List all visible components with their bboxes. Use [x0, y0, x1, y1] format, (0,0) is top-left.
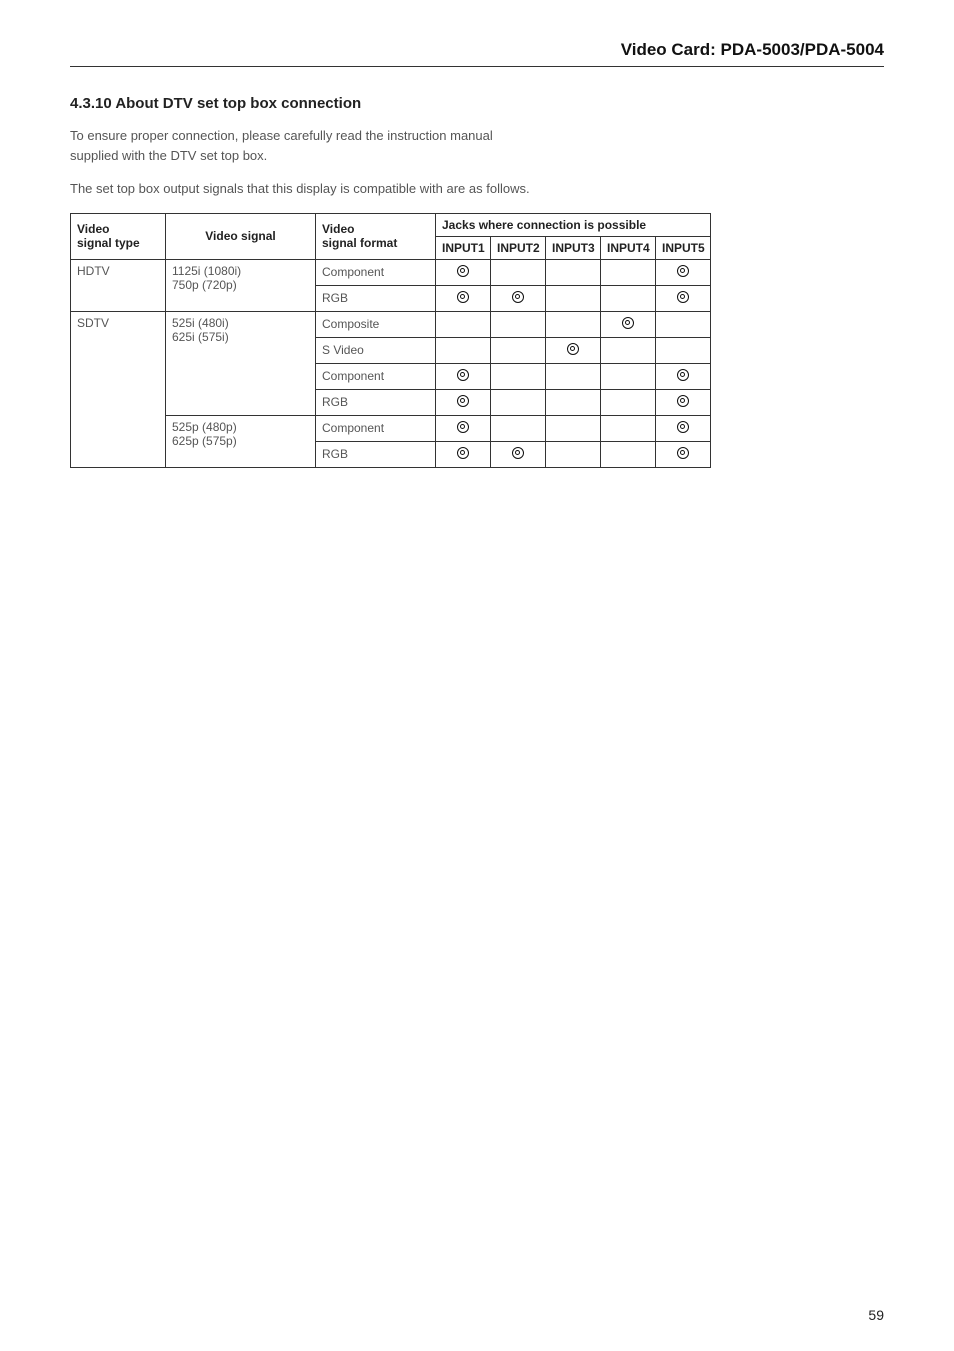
th-format-l2: signal format [322, 236, 397, 250]
th-input3: INPUT3 [546, 236, 601, 259]
cell-input2 [491, 259, 546, 285]
cell-input5 [656, 311, 711, 337]
cell-input4 [601, 441, 656, 467]
table-body: HDTV1125i (1080i)750p (720p)ComponentRGB… [71, 259, 711, 467]
cell-input4 [601, 389, 656, 415]
ring-mark-icon [622, 317, 634, 329]
cell-input1 [436, 389, 491, 415]
cell-format: Component [316, 415, 436, 441]
cell-signal: 525p (480p)625p (575p) [166, 415, 316, 467]
cell-format: Component [316, 259, 436, 285]
cell-format: Composite [316, 311, 436, 337]
th-sigtype-l2: signal type [77, 236, 140, 250]
cell-input4 [601, 337, 656, 363]
th-input2: INPUT2 [491, 236, 546, 259]
cell-input2 [491, 337, 546, 363]
cell-input5 [656, 441, 711, 467]
ring-mark-icon [677, 395, 689, 407]
cell-input5 [656, 285, 711, 311]
cell-input1 [436, 259, 491, 285]
intro-paragraph-2: The set top box output signals that this… [70, 179, 530, 199]
ring-mark-icon [457, 395, 469, 407]
cell-input5 [656, 389, 711, 415]
cell-input3 [546, 415, 601, 441]
intro-paragraph-1: To ensure proper connection, please care… [70, 126, 530, 165]
cell-input2 [491, 311, 546, 337]
th-sigtype: Video signal type [71, 213, 166, 259]
cell-input3 [546, 285, 601, 311]
th-input5: INPUT5 [656, 236, 711, 259]
cell-input5 [656, 363, 711, 389]
compatibility-table: Video signal type Video signal Video sig… [70, 213, 711, 468]
ring-mark-icon [457, 369, 469, 381]
cell-format: RGB [316, 389, 436, 415]
cell-signal: 1125i (1080i)750p (720p) [166, 259, 316, 311]
ring-mark-icon [457, 421, 469, 433]
ring-mark-icon [512, 447, 524, 459]
cell-input3 [546, 259, 601, 285]
ring-mark-icon [677, 291, 689, 303]
cell-input2 [491, 415, 546, 441]
th-signal: Video signal [166, 213, 316, 259]
cell-input1 [436, 441, 491, 467]
cell-input5 [656, 415, 711, 441]
ring-mark-icon [677, 369, 689, 381]
page-header-title: Video Card: PDA-5003/PDA-5004 [70, 40, 884, 67]
cell-input4 [601, 285, 656, 311]
ring-mark-icon [677, 265, 689, 277]
cell-format: S Video [316, 337, 436, 363]
table-row: SDTV525i (480i)625i (575i)Composite [71, 311, 711, 337]
cell-input4 [601, 311, 656, 337]
ring-mark-icon [512, 291, 524, 303]
th-format: Video signal format [316, 213, 436, 259]
table-row: HDTV1125i (1080i)750p (720p)Component [71, 259, 711, 285]
cell-input3 [546, 389, 601, 415]
cell-format: Component [316, 363, 436, 389]
cell-input5 [656, 259, 711, 285]
ring-mark-icon [457, 265, 469, 277]
section-heading: 4.3.10 About DTV set top box connection [70, 95, 884, 112]
cell-input1 [436, 363, 491, 389]
cell-signal: 525i (480i)625i (575i) [166, 311, 316, 415]
cell-input4 [601, 415, 656, 441]
ring-mark-icon [457, 447, 469, 459]
page-number: 59 [868, 1307, 884, 1323]
th-input1: INPUT1 [436, 236, 491, 259]
cell-sigtype: HDTV [71, 259, 166, 311]
th-format-l1: Video [322, 222, 354, 236]
cell-input3 [546, 311, 601, 337]
cell-input2 [491, 363, 546, 389]
cell-input3 [546, 337, 601, 363]
cell-input2 [491, 441, 546, 467]
th-sigtype-l1: Video [77, 222, 109, 236]
ring-mark-icon [567, 343, 579, 355]
cell-format: RGB [316, 441, 436, 467]
cell-input1 [436, 415, 491, 441]
cell-input4 [601, 259, 656, 285]
cell-input1 [436, 311, 491, 337]
ring-mark-icon [457, 291, 469, 303]
th-input4: INPUT4 [601, 236, 656, 259]
cell-input1 [436, 285, 491, 311]
cell-sigtype: SDTV [71, 311, 166, 467]
cell-input2 [491, 285, 546, 311]
th-jacks: Jacks where connection is possible [436, 213, 711, 236]
cell-input2 [491, 389, 546, 415]
table-row: 525p (480p)625p (575p)Component [71, 415, 711, 441]
cell-input1 [436, 337, 491, 363]
ring-mark-icon [677, 421, 689, 433]
ring-mark-icon [677, 447, 689, 459]
cell-format: RGB [316, 285, 436, 311]
cell-input5 [656, 337, 711, 363]
cell-input3 [546, 441, 601, 467]
cell-input4 [601, 363, 656, 389]
cell-input3 [546, 363, 601, 389]
